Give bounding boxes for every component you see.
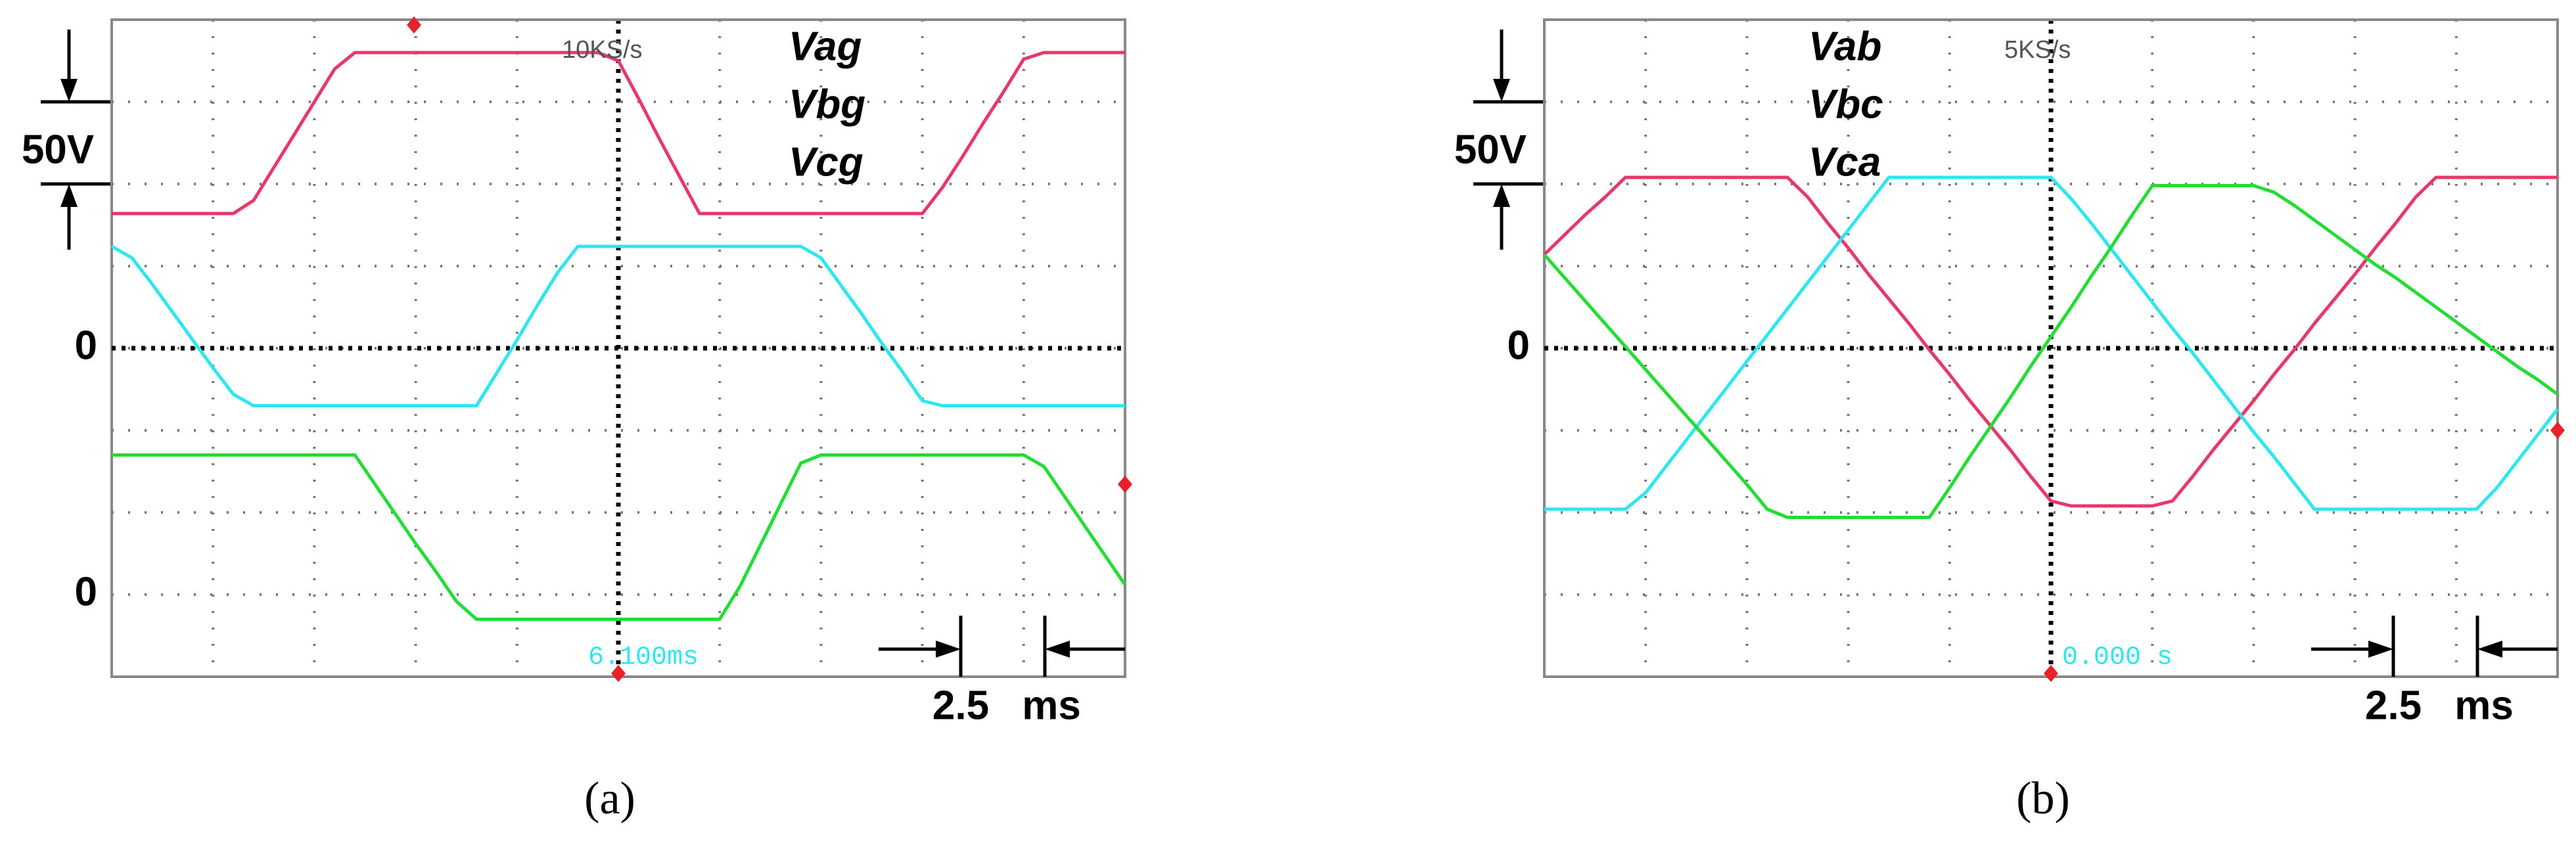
trace [112, 453, 1127, 621]
volts-per-div: 50V [22, 127, 94, 172]
arrow-head [2477, 641, 2502, 658]
trace [110, 244, 1125, 407]
trigger-marker [407, 16, 421, 34]
trace [112, 51, 1125, 216]
sample-rate: 5KS/s [2004, 36, 2071, 64]
y-tick-label: 0 [75, 323, 97, 368]
trace [1544, 175, 2559, 511]
time-per-div: 2.5 [932, 683, 989, 728]
trigger-marker [2550, 422, 2565, 439]
volts-per-div: 50V [1454, 127, 1527, 172]
caption: (a) [584, 773, 635, 824]
y-tick-label: 0 [75, 569, 97, 614]
trigger-marker [1118, 476, 1132, 493]
arrow-head [1045, 641, 1070, 658]
trigger-marker [2044, 665, 2058, 682]
legend-label: Vab [1808, 24, 1881, 69]
trace [1543, 184, 2559, 519]
time-unit: ms [2454, 683, 2514, 728]
trigger-marker [611, 665, 626, 682]
arrow-head [60, 184, 78, 207]
arrow-head [1493, 79, 1510, 102]
legend-label: Vag [789, 24, 862, 69]
arrow-head [936, 641, 961, 658]
time-per-div: 2.5 [2365, 683, 2422, 728]
time-unit: ms [1022, 683, 1081, 728]
trigger-time: 6.100ms [588, 643, 699, 673]
arrow-head [1493, 184, 1510, 207]
sample-rate: 10KS/s [562, 36, 643, 64]
trace [1543, 175, 2558, 508]
legend-label: Vcg [789, 139, 863, 185]
legend-label: Vbc [1808, 81, 1883, 127]
arrow-head [2368, 641, 2393, 658]
legend-label: Vca [1808, 139, 1881, 185]
legend-label: Vbg [789, 81, 865, 127]
arrow-head [60, 79, 78, 102]
caption: (b) [2016, 773, 2070, 824]
y-tick-label: 0 [1507, 323, 1530, 368]
trigger-time: 0.000 s [2062, 643, 2173, 673]
